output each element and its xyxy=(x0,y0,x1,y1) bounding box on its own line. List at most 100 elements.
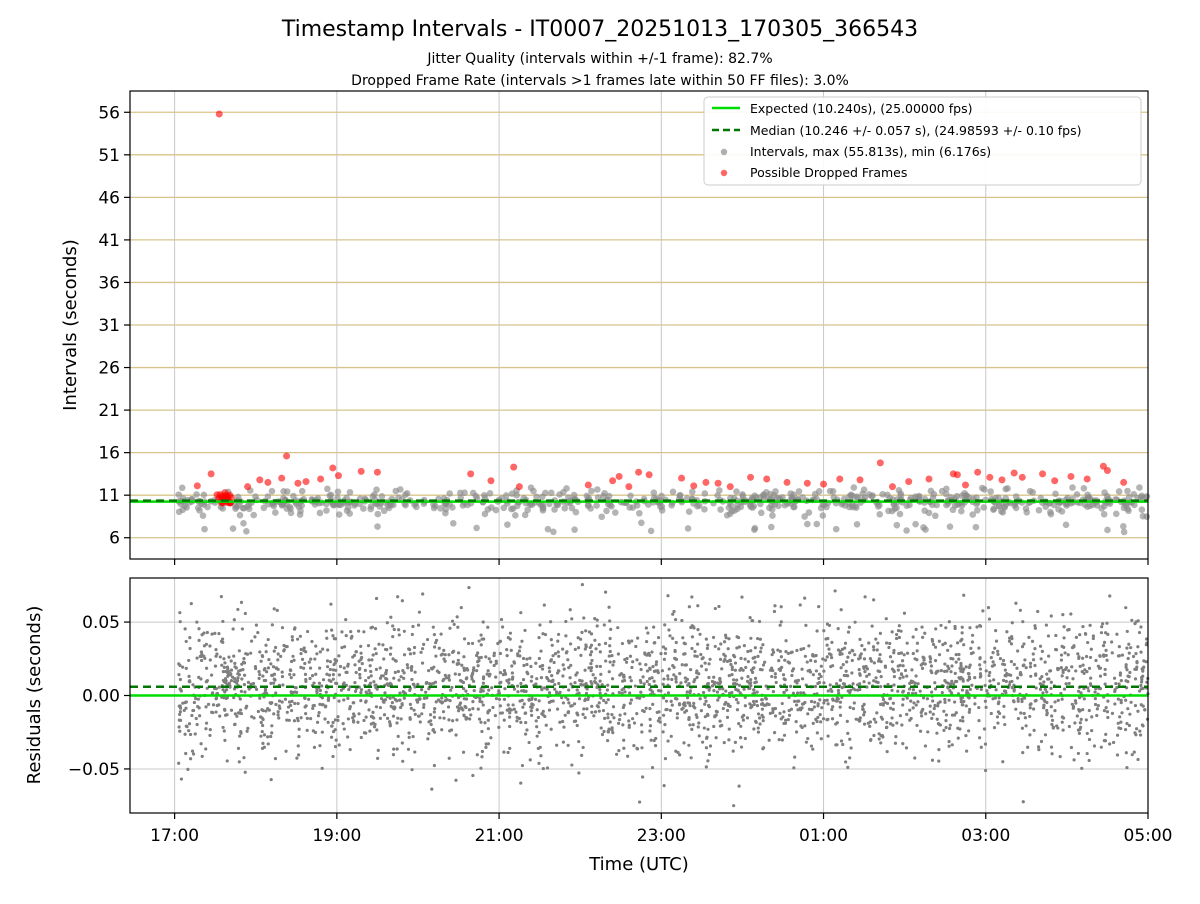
residual-point xyxy=(541,663,545,668)
residual-point xyxy=(968,626,972,630)
residual-point xyxy=(957,657,961,661)
residual-point xyxy=(466,641,471,646)
residual-point xyxy=(297,727,301,731)
residual-point xyxy=(921,696,926,700)
residual-point xyxy=(739,724,743,728)
residual-point xyxy=(749,678,753,682)
interval-point xyxy=(773,494,781,502)
residual-point xyxy=(1105,621,1109,625)
residual-point xyxy=(787,708,791,713)
residual-point xyxy=(876,669,880,673)
residual-point xyxy=(829,653,833,657)
residual-point xyxy=(809,744,814,748)
residual-point xyxy=(308,676,312,681)
residual-point xyxy=(318,688,322,693)
residual-point xyxy=(904,746,909,750)
residual-point xyxy=(472,679,476,683)
residual-point xyxy=(860,643,864,648)
residual-point xyxy=(746,660,750,664)
dropped-frame-point xyxy=(264,478,272,486)
residual-point xyxy=(937,722,941,727)
residual-point xyxy=(364,699,368,703)
residual-point xyxy=(1042,698,1046,702)
residual-point xyxy=(450,619,455,623)
residual-point xyxy=(968,687,972,691)
residual-point xyxy=(462,697,466,701)
residual-point xyxy=(406,666,410,670)
residual-point xyxy=(965,689,969,693)
residual-point xyxy=(261,674,265,678)
residual-point xyxy=(700,740,705,744)
residual-point xyxy=(706,713,710,718)
residual-point xyxy=(407,731,411,735)
interval-point xyxy=(769,512,776,519)
residual-point xyxy=(627,719,631,723)
residual-point xyxy=(1039,657,1043,661)
dropped-frame-point xyxy=(329,464,337,472)
residual-point xyxy=(388,696,392,700)
residual-point xyxy=(323,705,328,709)
residual-point xyxy=(313,657,317,661)
residual-point xyxy=(610,726,614,730)
interval-point xyxy=(1125,507,1132,515)
residual-point xyxy=(1047,654,1051,658)
residual-point xyxy=(187,722,192,726)
residual-point xyxy=(287,700,292,704)
residual-point xyxy=(208,728,212,732)
residual-point xyxy=(317,681,322,685)
residual-point xyxy=(666,739,670,743)
residual-point xyxy=(767,738,771,742)
residual-point xyxy=(290,699,294,703)
residual-point xyxy=(576,713,580,717)
residual-point xyxy=(493,714,497,718)
residual-point xyxy=(876,641,880,645)
residual-point xyxy=(901,742,905,746)
residual-point xyxy=(342,666,346,670)
residual-point xyxy=(977,719,981,723)
residual-point xyxy=(790,669,794,673)
residual-point xyxy=(1077,731,1081,735)
interval-point xyxy=(954,501,961,508)
dropped-frame-point xyxy=(334,472,342,480)
residual-point xyxy=(194,697,198,701)
residual-point xyxy=(498,704,502,708)
residual-point xyxy=(318,744,322,748)
residual-point xyxy=(1083,631,1088,636)
residual-point xyxy=(958,727,962,731)
residual-point xyxy=(505,679,510,683)
residual-point xyxy=(664,699,669,703)
residual-point xyxy=(785,688,789,692)
residual-point xyxy=(331,634,335,638)
residual-point xyxy=(333,728,337,732)
residual-point xyxy=(235,679,240,683)
dropped-frame-point xyxy=(726,483,734,491)
residual-point xyxy=(1123,727,1128,732)
residual-point xyxy=(484,745,488,749)
residual-point xyxy=(1054,633,1058,638)
residual-point xyxy=(674,640,678,645)
residual-point xyxy=(242,683,247,687)
residual-point xyxy=(1119,679,1123,683)
residual-point xyxy=(447,756,451,760)
residual-point xyxy=(892,683,896,687)
residual-point xyxy=(777,738,781,742)
residual-point xyxy=(420,647,425,651)
residual-point xyxy=(556,632,561,637)
residual-point xyxy=(1001,760,1005,764)
residual-point xyxy=(829,656,834,660)
residual-point xyxy=(214,648,218,652)
residual-point xyxy=(1058,754,1062,759)
residual-point xyxy=(621,723,625,727)
residual-point xyxy=(479,766,483,770)
residual-point xyxy=(1001,658,1006,663)
residual-point xyxy=(887,645,891,650)
residual-point xyxy=(1102,640,1107,644)
residual-point xyxy=(1129,646,1133,650)
residual-point xyxy=(489,736,493,740)
residual-point xyxy=(783,721,788,725)
residual-point xyxy=(890,660,894,664)
residual-point xyxy=(328,667,332,672)
residual-point xyxy=(281,683,285,687)
residual-point xyxy=(690,624,694,628)
residual-point xyxy=(178,620,182,624)
